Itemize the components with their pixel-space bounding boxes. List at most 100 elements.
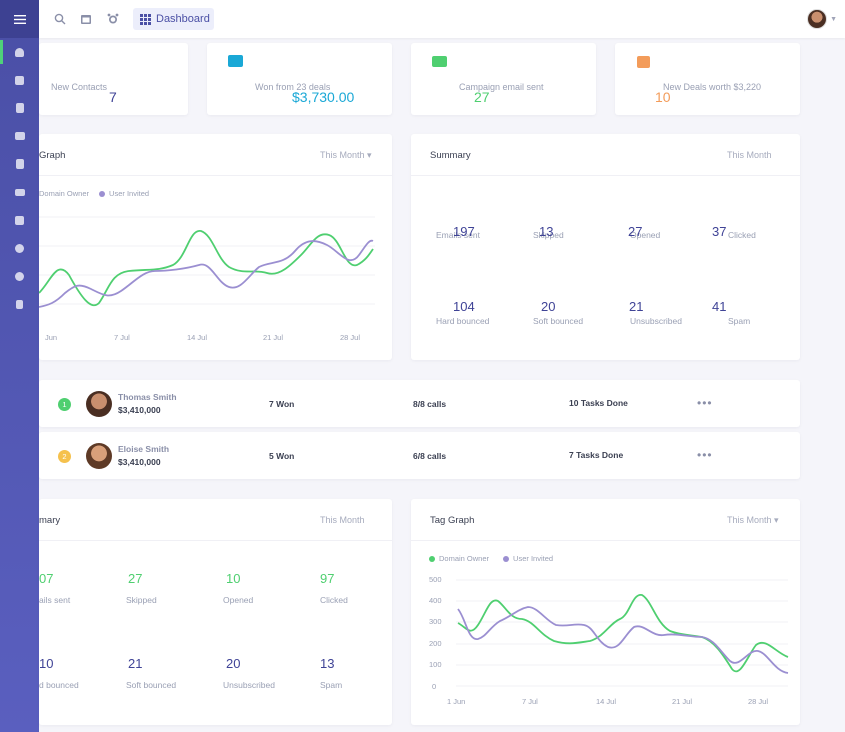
summary-value: 20 xyxy=(226,656,241,671)
legend: Domain Owner User Invited xyxy=(429,554,553,563)
stat-card-campaign: Campaign email sent 27 xyxy=(411,43,596,115)
card-header: Summary This Month xyxy=(411,134,800,176)
period-filter[interactable]: This Month ▾ xyxy=(320,150,372,160)
more-options-icon[interactable]: ••• xyxy=(697,448,713,462)
sidebar-item-companies[interactable] xyxy=(0,94,39,122)
rank-badge: 2 xyxy=(58,450,71,463)
summary-label: Unsubscribed xyxy=(630,316,682,326)
series-domain-owner xyxy=(457,594,789,673)
briefcase-icon xyxy=(14,132,25,140)
card-header: Graph This Month ▾ xyxy=(39,134,392,176)
stat-card-contacts: New Contacts 7 xyxy=(39,43,188,115)
summary-label: Hard bounced xyxy=(436,316,490,326)
hamburger-icon xyxy=(13,14,26,24)
dashboard-icon xyxy=(15,47,24,57)
sidebar-item-contacts[interactable] xyxy=(0,66,39,94)
stat-label: Won from 23 deals xyxy=(255,82,331,92)
user-icon xyxy=(15,271,24,281)
email-icon xyxy=(432,56,447,67)
sidebar-item-reports[interactable] xyxy=(0,206,39,234)
y-axis-label: 500 xyxy=(429,575,442,584)
tasks-done: 7 Tasks Done xyxy=(569,450,624,460)
person-name: Eloise Smith xyxy=(118,444,170,454)
more-options-icon[interactable]: ••• xyxy=(697,396,713,410)
target-icon xyxy=(15,243,24,253)
summary-label: Spam xyxy=(728,316,751,326)
card-title: Summary xyxy=(430,150,471,161)
sidebar-item-account[interactable] xyxy=(0,262,39,290)
stat-label: New Contacts xyxy=(51,82,108,92)
sidebar-item-trash[interactable] xyxy=(0,290,39,318)
summary-value: 197 xyxy=(453,224,475,239)
x-axis-label: 28 Jul xyxy=(748,697,769,706)
stat-card-won: Won from 23 deals $3,730.00 xyxy=(207,43,392,115)
dashboard-tab[interactable]: Dashboard xyxy=(133,8,214,30)
sidebar-item-settings[interactable] xyxy=(0,234,39,262)
user-avatar[interactable] xyxy=(807,9,827,29)
x-axis-label: 7 Jul xyxy=(114,333,130,342)
calendar-icon[interactable] xyxy=(80,13,92,25)
graph-card: Graph This Month ▾ Domain Owner User Inv… xyxy=(39,134,392,360)
summary-value: 37 xyxy=(712,224,727,239)
sidebar-item-dashboard[interactable] xyxy=(0,38,39,66)
stat-value: 7 xyxy=(109,89,117,105)
summary-value: 104 xyxy=(453,299,475,314)
stat-label: New Deals worth $3,220 xyxy=(663,82,762,92)
line-chart xyxy=(39,216,375,308)
x-axis-label: 21 Jul xyxy=(672,697,693,706)
contacts-icon xyxy=(15,75,24,85)
tasks-done: 10 Tasks Done xyxy=(569,398,628,408)
stat-value: 10 xyxy=(655,89,671,105)
card-header: mary This Month xyxy=(39,499,392,541)
calls-count: 6/8 calls xyxy=(413,451,447,461)
sidebar-item-deals[interactable] xyxy=(0,122,39,150)
tag-graph-card: Tag Graph This Month ▾ Domain Owner User… xyxy=(411,499,800,725)
legend-item: User Invited xyxy=(513,554,554,563)
summary-label: Opened xyxy=(630,230,661,240)
leader-row[interactable]: 2 Eloise Smith $3,410,000 5 Won 6/8 call… xyxy=(39,432,800,479)
menu-toggle-button[interactable] xyxy=(0,0,39,38)
y-axis-label: 100 xyxy=(429,660,442,669)
x-axis-label: 1 Jun xyxy=(447,697,466,706)
summary-label: Soft bounced xyxy=(126,680,177,690)
summary-label: Opened xyxy=(223,595,254,605)
won-count: 7 Won xyxy=(269,399,295,409)
alarm-icon[interactable] xyxy=(107,13,119,25)
mail-icon xyxy=(14,188,25,196)
sidebar-item-email[interactable] xyxy=(0,178,39,206)
y-axis-label: 400 xyxy=(429,596,442,605)
summary-value: 13 xyxy=(539,224,554,239)
summary-label: ails sent xyxy=(39,595,71,605)
summary-label: Clicked xyxy=(320,595,348,605)
period-filter[interactable]: This Month xyxy=(727,150,772,160)
stat-value: 27 xyxy=(474,89,490,105)
sidebar-item-documents[interactable] xyxy=(0,150,39,178)
document-icon xyxy=(15,159,24,169)
legend-item: Domain Owner xyxy=(439,554,490,563)
chevron-down-icon[interactable]: ▼ xyxy=(830,16,837,23)
grid-icon xyxy=(140,13,151,25)
card-title: Graph xyxy=(39,150,66,161)
series-user-invited xyxy=(457,606,789,674)
chart-icon xyxy=(15,215,24,225)
x-axis-label: 14 Jul xyxy=(596,697,617,706)
search-icon[interactable] xyxy=(54,13,66,25)
rank-badge: 1 xyxy=(58,398,71,411)
building-icon xyxy=(15,103,24,113)
x-axis-label: 7 Jul xyxy=(522,697,538,706)
summary-label: d bounced xyxy=(39,680,79,690)
summary-value: 21 xyxy=(629,299,644,314)
period-filter[interactable]: This Month ▾ xyxy=(727,515,779,525)
period-filter[interactable]: This Month xyxy=(320,515,365,525)
card-header: Tag Graph This Month ▾ xyxy=(411,499,800,541)
leader-row[interactable]: 1 Thomas Smith $3,410,000 7 Won 8/8 call… xyxy=(39,380,800,427)
summary-card: Summary This Month Emails sent 197 Skipp… xyxy=(411,134,800,360)
legend-dot xyxy=(429,555,435,562)
summary-label: Soft bounced xyxy=(533,316,584,326)
summary-value: 27 xyxy=(628,224,643,239)
summary-label: Skipped xyxy=(126,595,157,605)
card-title: Tag Graph xyxy=(430,515,475,526)
x-axis-label: Jun xyxy=(45,333,58,342)
topbar: Dashboard ▼ xyxy=(39,0,845,38)
avatar xyxy=(86,391,112,417)
